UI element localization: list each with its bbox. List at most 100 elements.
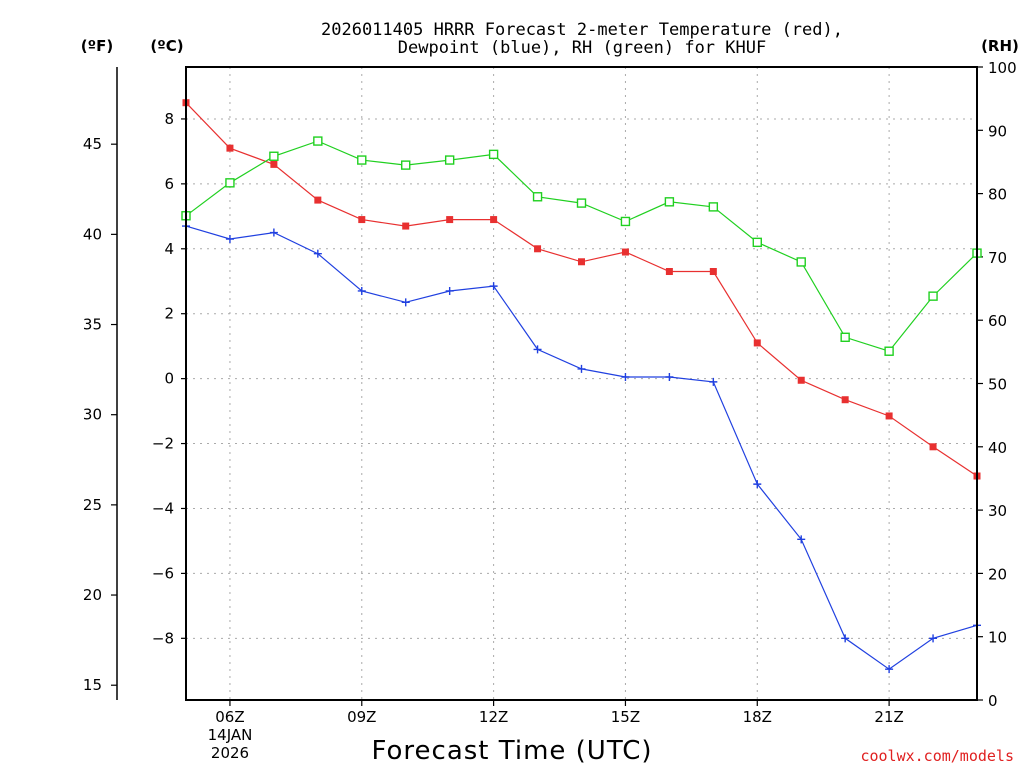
time-axis: 06Z 09Z 12Z 15Z 18Z 21Z: [215, 700, 904, 726]
2-meter-temperature-point: [490, 216, 498, 224]
dewpoint-point: [269, 228, 278, 237]
dewpoint-point: [401, 298, 410, 307]
rh-tick-label: 60: [988, 312, 1007, 330]
celsius-tick-label: 2: [164, 305, 174, 323]
celsius-unit-label: (ºC): [150, 37, 183, 55]
rh-tick-label: 40: [988, 439, 1007, 457]
dewpoint-point: [709, 377, 718, 386]
dewpoint-point: [753, 480, 762, 489]
chart-title-line-1: 2026011405 HRRR Forecast 2-meter Tempera…: [321, 20, 843, 40]
celsius-tick-label: 4: [164, 240, 174, 258]
plot-frame: [185, 66, 978, 701]
celsius-tick-label: 6: [164, 175, 174, 193]
celsius-tick-label: −8: [152, 629, 174, 647]
rh-series: [181, 136, 982, 356]
fahrenheit-tick-label: 25: [83, 496, 102, 514]
rh-tick-label: 30: [988, 502, 1007, 520]
plot-gridlines: [186, 67, 977, 700]
rh-point: [708, 202, 719, 212]
rh-tick-label: 20: [988, 565, 1007, 583]
rh-tick-label: 0: [988, 692, 998, 710]
time-tick-label: 06Z: [215, 708, 244, 726]
celsius-tick-label: 8: [164, 110, 174, 128]
2-meter-temperature-point: [446, 216, 454, 224]
time-tick-label: 09Z: [347, 708, 376, 726]
fahrenheit-tick-label: 20: [83, 586, 102, 604]
2-meter-temperature-series: [182, 99, 981, 480]
fahrenheit-tick-label: 45: [83, 135, 102, 153]
2-meter-temperature-point: [578, 258, 585, 266]
dewpoint-line: [185, 225, 978, 670]
dewpoint-point: [665, 373, 674, 382]
2-meter-temperature-point: [226, 144, 234, 152]
dewpoint-point: [489, 282, 498, 291]
rh-point: [488, 149, 499, 160]
celsius-tick-label: 0: [164, 370, 174, 388]
celsius-tick-label: −4: [152, 499, 174, 517]
fahrenheit-tick-label: 40: [83, 225, 102, 243]
rh-point: [357, 155, 367, 165]
data-series: [181, 99, 982, 674]
fahrenheit-axis: 45 40 35 30 25 20 15: [83, 135, 117, 694]
date-label-year: 2026: [211, 744, 249, 762]
rh-point: [752, 237, 762, 248]
time-tick-label: 21Z: [874, 708, 903, 726]
rh-tick-label: 90: [988, 122, 1007, 140]
rh-tick-label: 100: [988, 59, 1017, 77]
2-meter-temperature-point: [270, 160, 278, 168]
rh-point: [401, 160, 411, 170]
2-meter-temperature-point: [753, 339, 761, 347]
rh-tick-label: 10: [988, 629, 1007, 647]
dewpoint-point: [841, 634, 850, 643]
dewpoint-point: [225, 235, 234, 244]
fahrenheit-unit-label: (ºF): [81, 37, 113, 55]
dewpoint-series: [182, 222, 981, 674]
rh-unit-label: (RH): [981, 37, 1019, 55]
rh-tick-label: 50: [988, 376, 1007, 394]
rh-point: [225, 178, 235, 188]
rh-line: [185, 140, 978, 352]
dewpoint-point: [313, 249, 322, 258]
dewpoint-point: [885, 665, 894, 674]
dewpoint-point: [621, 373, 630, 382]
2-meter-temperature-point: [665, 268, 673, 276]
2-meter-temperature-point: [841, 396, 849, 404]
rh-point: [664, 197, 675, 207]
rh-point: [620, 216, 631, 227]
dewpoint-point: [797, 535, 806, 544]
dewpoint-point: [929, 634, 938, 643]
rh-point: [444, 155, 455, 165]
fahrenheit-tick-label: 30: [83, 406, 102, 424]
time-tick-label: 18Z: [743, 708, 772, 726]
rh-point: [576, 198, 587, 208]
rh-tick-label: 80: [988, 186, 1007, 204]
2-meter-temperature-point: [929, 443, 937, 451]
rh-point: [884, 346, 894, 356]
celsius-tick-label: −2: [152, 435, 174, 453]
2-meter-temperature-point: [621, 248, 629, 256]
credit-text: coolwx.com/models: [860, 747, 1014, 765]
rh-point: [928, 291, 938, 301]
x-axis-title: Forecast Time (UTC): [371, 736, 652, 766]
rh-tick-label: 70: [988, 249, 1007, 267]
celsius-axis: 8 6 4 2 0 −2 −4 −6 −8: [152, 110, 186, 647]
2-meter-temperature-point: [402, 222, 410, 230]
2-meter-temperature-point: [709, 268, 717, 276]
celsius-tick-label: −6: [152, 564, 174, 582]
time-tick-label: 12Z: [479, 708, 508, 726]
dewpoint-point: [533, 345, 542, 354]
2-meter-temperature-point: [314, 196, 322, 204]
rh-point: [796, 257, 806, 267]
2-meter-temperature-point: [797, 376, 805, 384]
dewpoint-point: [577, 364, 586, 373]
rh-point: [840, 332, 850, 342]
rh-point: [313, 136, 323, 146]
2-meter-temperature-point: [885, 412, 893, 420]
fahrenheit-tick-label: 35: [83, 316, 102, 334]
2-meter-temperature-point: [358, 216, 366, 224]
dewpoint-point: [357, 286, 366, 295]
rh-point: [532, 192, 543, 202]
dewpoint-point: [445, 286, 454, 295]
